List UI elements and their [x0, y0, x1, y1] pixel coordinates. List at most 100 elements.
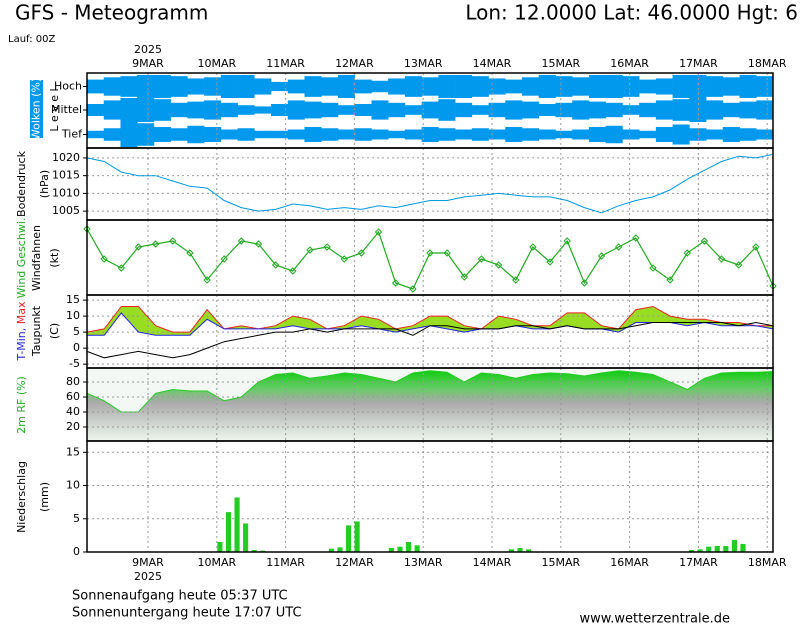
wind-marker — [683, 249, 691, 257]
y-tick-label: 15 — [66, 445, 80, 458]
cloud-cell — [572, 100, 590, 120]
y-tick-label: 20 — [66, 420, 80, 433]
wind-marker — [409, 285, 417, 293]
wind-marker — [477, 255, 486, 263]
wind-marker — [271, 261, 280, 269]
cloud-cell — [639, 130, 657, 139]
x-tick-label: 17MAR — [679, 57, 718, 70]
cloud-cell — [388, 102, 406, 118]
cloud-cell — [337, 129, 356, 140]
cloud-cell — [120, 98, 138, 122]
cloud-cell — [421, 101, 439, 119]
cloud-cell — [87, 104, 105, 116]
wind-marker — [169, 237, 177, 245]
y-tick-label: 0 — [73, 545, 80, 558]
cloud-cell — [438, 99, 456, 121]
precip-bar — [740, 544, 746, 552]
cloud-cell — [756, 129, 774, 140]
rf-area — [86, 370, 774, 442]
wind-marker — [323, 243, 331, 251]
cloud-cell — [404, 129, 422, 140]
cloud-cell — [388, 130, 406, 139]
cloud-cell — [706, 100, 724, 120]
x-tick-label: 12MAR — [335, 57, 374, 70]
temp-line — [86, 305, 773, 333]
pressure-line — [86, 153, 774, 214]
cloud-cell — [220, 129, 238, 140]
cloud-cell — [87, 79, 105, 94]
precip-bar — [697, 549, 703, 552]
run: Lauf: 00Z — [8, 34, 55, 45]
cloud-cell — [170, 76, 188, 97]
y-tick-label: 15 — [66, 293, 80, 306]
dew-label: Taupunkt — [30, 305, 43, 357]
cloud-cell — [337, 75, 356, 98]
cloud-cell — [471, 105, 489, 115]
y-tick-label: 1010 — [52, 186, 80, 199]
cloud-cell — [204, 100, 222, 120]
cloud-cell — [137, 75, 155, 98]
year-top: 2025 — [134, 43, 162, 56]
cloud-cell — [572, 129, 590, 140]
cloud-cell — [538, 75, 556, 98]
level-label: Tief — [61, 128, 83, 141]
cloud-cell — [271, 104, 289, 116]
cloud-cell — [722, 102, 740, 118]
cloud-label-bg — [30, 80, 43, 138]
precip-label: Niederschlag — [15, 461, 28, 533]
x-tick-label: 16MAR — [610, 57, 649, 70]
x-tick-label: 9MAR — [132, 57, 164, 70]
cloud-cell — [689, 75, 707, 98]
wind-marker — [752, 243, 760, 251]
cloud-cell — [87, 130, 105, 139]
cloud-cell — [605, 125, 623, 144]
cloud-cell — [187, 125, 205, 144]
y-tick-label: 1020 — [52, 151, 80, 164]
precip-bar — [414, 545, 420, 552]
wind-label: Wind Geschwi. — [15, 218, 28, 299]
precip-bar — [405, 542, 412, 552]
cloud-cell — [588, 75, 606, 98]
cloud-cell — [672, 75, 690, 98]
level-label: Hoch — [54, 80, 82, 93]
cloud-cell — [103, 77, 121, 96]
cloud-cell — [371, 80, 389, 93]
precip-bar — [731, 540, 737, 552]
wind-marker — [134, 243, 143, 251]
cloud-cell — [555, 130, 573, 139]
cloud-cell — [237, 75, 255, 98]
cloud-cell — [639, 102, 657, 118]
precip-bar — [397, 546, 403, 552]
wind-marker — [460, 273, 469, 281]
wind-marker — [426, 249, 434, 257]
cloud-cell — [522, 77, 540, 96]
y-tick-label: 0 — [73, 341, 80, 354]
y-tick-label: 80 — [66, 375, 80, 388]
pressure-label: Bodendruck — [15, 150, 28, 217]
cloud-cell — [321, 102, 339, 118]
cloud-cell — [337, 105, 356, 115]
wind-line — [86, 228, 774, 290]
x-tick-label: 11MAR — [266, 57, 305, 70]
cloud-cell — [756, 76, 774, 97]
cloud-cell — [103, 100, 121, 120]
x-tick-label: 12MAR — [335, 556, 374, 569]
barb-label: Windfahnen — [30, 225, 43, 291]
cloud-cell — [622, 105, 640, 115]
cloud-cell — [739, 101, 757, 119]
panel-frame — [86, 147, 774, 221]
temp-unit: (C) — [48, 323, 61, 339]
cloud-cell — [304, 101, 322, 119]
sunset: Sonnenuntergang heute 17:07 UTC — [72, 606, 302, 621]
location: Lon: 12.0000 Lat: 46.0000 Hgt: 6 — [465, 1, 798, 25]
y-tick-label: 5 — [73, 512, 80, 525]
cloud-cell — [538, 129, 556, 140]
cloud-cell — [672, 99, 690, 121]
cloud-cell — [756, 100, 774, 120]
cloud-cell — [438, 128, 456, 141]
cloud-cell — [388, 78, 406, 95]
precip-bar — [225, 512, 232, 552]
wind-marker — [649, 264, 657, 272]
cloud-cell — [287, 79, 305, 94]
cloud-cell — [153, 75, 171, 98]
